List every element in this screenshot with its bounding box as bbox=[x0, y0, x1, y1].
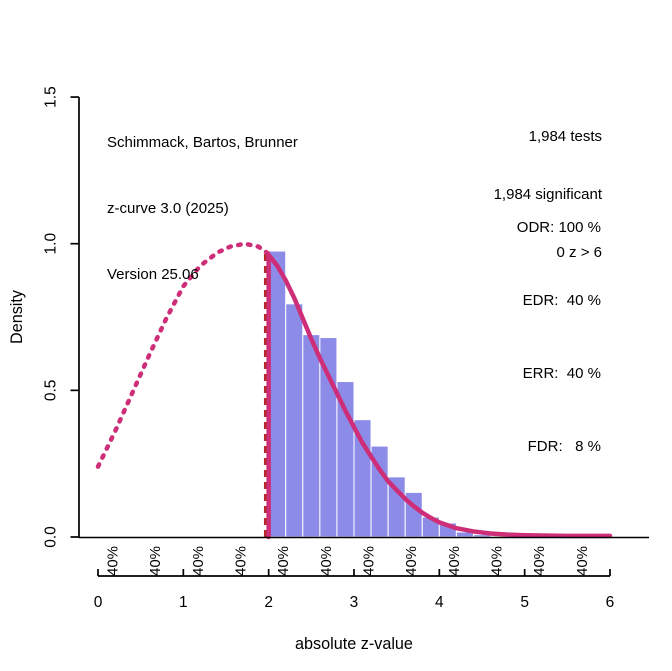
y-tick-label: 1.0 bbox=[43, 233, 60, 255]
significant-count: 1,984 significant bbox=[493, 186, 602, 204]
estimate-block: ODR: 100 % EDR: 40 % ERR: 40 % FDR: 8 % bbox=[517, 167, 601, 509]
x-tick-label: 5 bbox=[520, 594, 529, 611]
x-tick-label: 6 bbox=[606, 594, 615, 611]
fdr-estimate: FDR: 8 % bbox=[527, 438, 601, 456]
test-counts: 1,984 tests 1,984 significant 0 z > 6 bbox=[494, 88, 602, 301]
x-axis-title: absolute z-value bbox=[295, 635, 413, 653]
y-axis-title: Density bbox=[8, 289, 26, 344]
x-tick-label: 0 bbox=[94, 594, 103, 611]
x-tick-label: 2 bbox=[264, 594, 273, 611]
edr-estimate: EDR: 40 % bbox=[522, 292, 601, 310]
power-label: 40% bbox=[574, 546, 591, 576]
y-tick-label: 0.5 bbox=[43, 380, 60, 402]
power-label: 40% bbox=[190, 546, 207, 576]
method-line-authors: Schimmack, Bartos, Brunner bbox=[107, 134, 298, 151]
tests-count: 1,984 tests bbox=[528, 127, 602, 145]
histogram-bar bbox=[285, 303, 304, 538]
power-label: 40% bbox=[318, 546, 335, 576]
x-tick-label: 4 bbox=[435, 594, 444, 611]
power-label: 40% bbox=[233, 546, 250, 576]
x-tick-label: 1 bbox=[179, 594, 188, 611]
histogram-bar bbox=[336, 381, 355, 538]
histogram-bar bbox=[353, 419, 372, 538]
method-annotation: Schimmack, Bartos, Brunner z-curve 3.0 (… bbox=[107, 88, 298, 330]
histogram-bar bbox=[302, 334, 321, 538]
power-label: 40% bbox=[275, 546, 292, 576]
power-label: 40% bbox=[446, 546, 463, 576]
power-label: 40% bbox=[489, 546, 506, 576]
err-estimate: ERR: 40 % bbox=[522, 365, 601, 383]
method-line-release: Version 25.06 bbox=[107, 266, 199, 283]
odr-estimate: ODR: 100 % bbox=[516, 218, 601, 236]
y-tick-label: 0.0 bbox=[43, 526, 60, 548]
x-tick-label: 3 bbox=[350, 594, 359, 611]
power-label: 40% bbox=[361, 546, 378, 576]
power-label: 40% bbox=[147, 546, 164, 576]
fitted-curve-dotted bbox=[95, 241, 271, 469]
y-tick-label: 1.5 bbox=[43, 86, 60, 108]
z-gt-6-count: 0 z > 6 bbox=[556, 244, 602, 262]
power-label: 40% bbox=[531, 546, 548, 576]
fitted-curve-solid bbox=[266, 252, 613, 540]
method-line-version: z-curve 3.0 (2025) bbox=[107, 200, 229, 217]
power-label: 40% bbox=[403, 546, 420, 576]
power-label: 40% bbox=[105, 546, 122, 576]
